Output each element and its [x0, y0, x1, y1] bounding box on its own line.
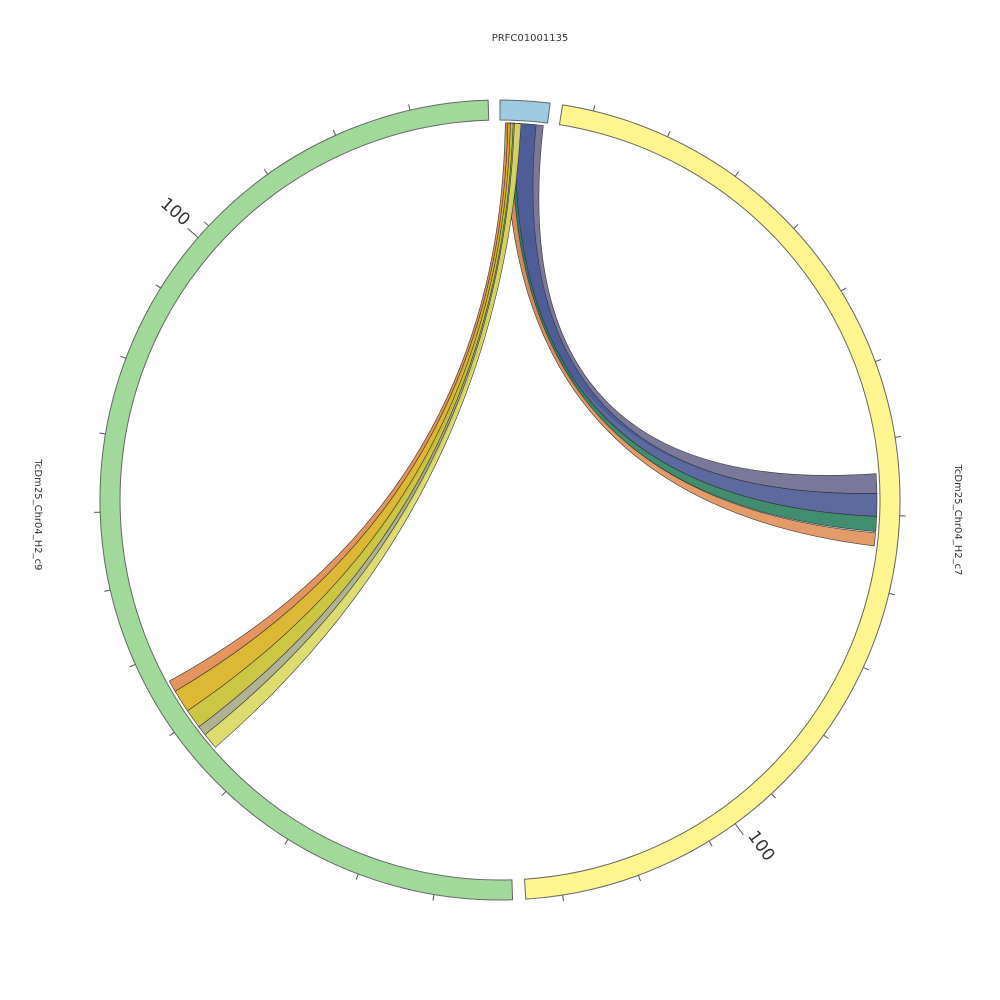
tick	[408, 104, 411, 111]
ribbon	[506, 122, 876, 547]
tick-label: 100	[156, 194, 194, 230]
tick-label: 100	[743, 827, 778, 865]
tick	[104, 589, 111, 592]
tick	[894, 435, 902, 438]
ribbons	[168, 122, 878, 748]
tick	[793, 224, 799, 229]
tick	[863, 667, 869, 671]
tick	[823, 734, 829, 740]
segment-label: TcDm25_Chr04_H2_c9	[32, 459, 43, 571]
tick	[355, 873, 359, 880]
ribbon	[204, 122, 522, 748]
tick	[771, 793, 776, 799]
tick	[562, 894, 565, 902]
tick	[263, 169, 269, 175]
tick	[221, 791, 227, 797]
major-tick	[734, 823, 744, 836]
ring	[94, 99, 906, 902]
tick	[155, 284, 162, 289]
segment-label: PRFC01001135	[492, 33, 569, 44]
tick	[99, 432, 106, 435]
segment-label: TcDm25_Chr04_H2_c7	[952, 464, 963, 576]
tick	[734, 171, 740, 177]
segment-arc	[523, 104, 901, 900]
tick	[169, 731, 175, 737]
tick	[840, 287, 847, 292]
tick	[120, 355, 127, 359]
segment-arc	[499, 99, 551, 124]
ribbon	[512, 122, 878, 494]
tick	[129, 663, 136, 668]
tick	[888, 592, 895, 596]
tick	[203, 221, 209, 227]
tick	[284, 838, 289, 845]
tick	[708, 840, 713, 847]
segment-arc	[99, 99, 514, 901]
tick	[332, 129, 337, 136]
tick	[875, 359, 882, 363]
tick	[432, 894, 435, 901]
tick	[637, 875, 641, 882]
tick	[592, 105, 596, 112]
major-tick	[187, 228, 199, 238]
tick	[667, 131, 671, 137]
